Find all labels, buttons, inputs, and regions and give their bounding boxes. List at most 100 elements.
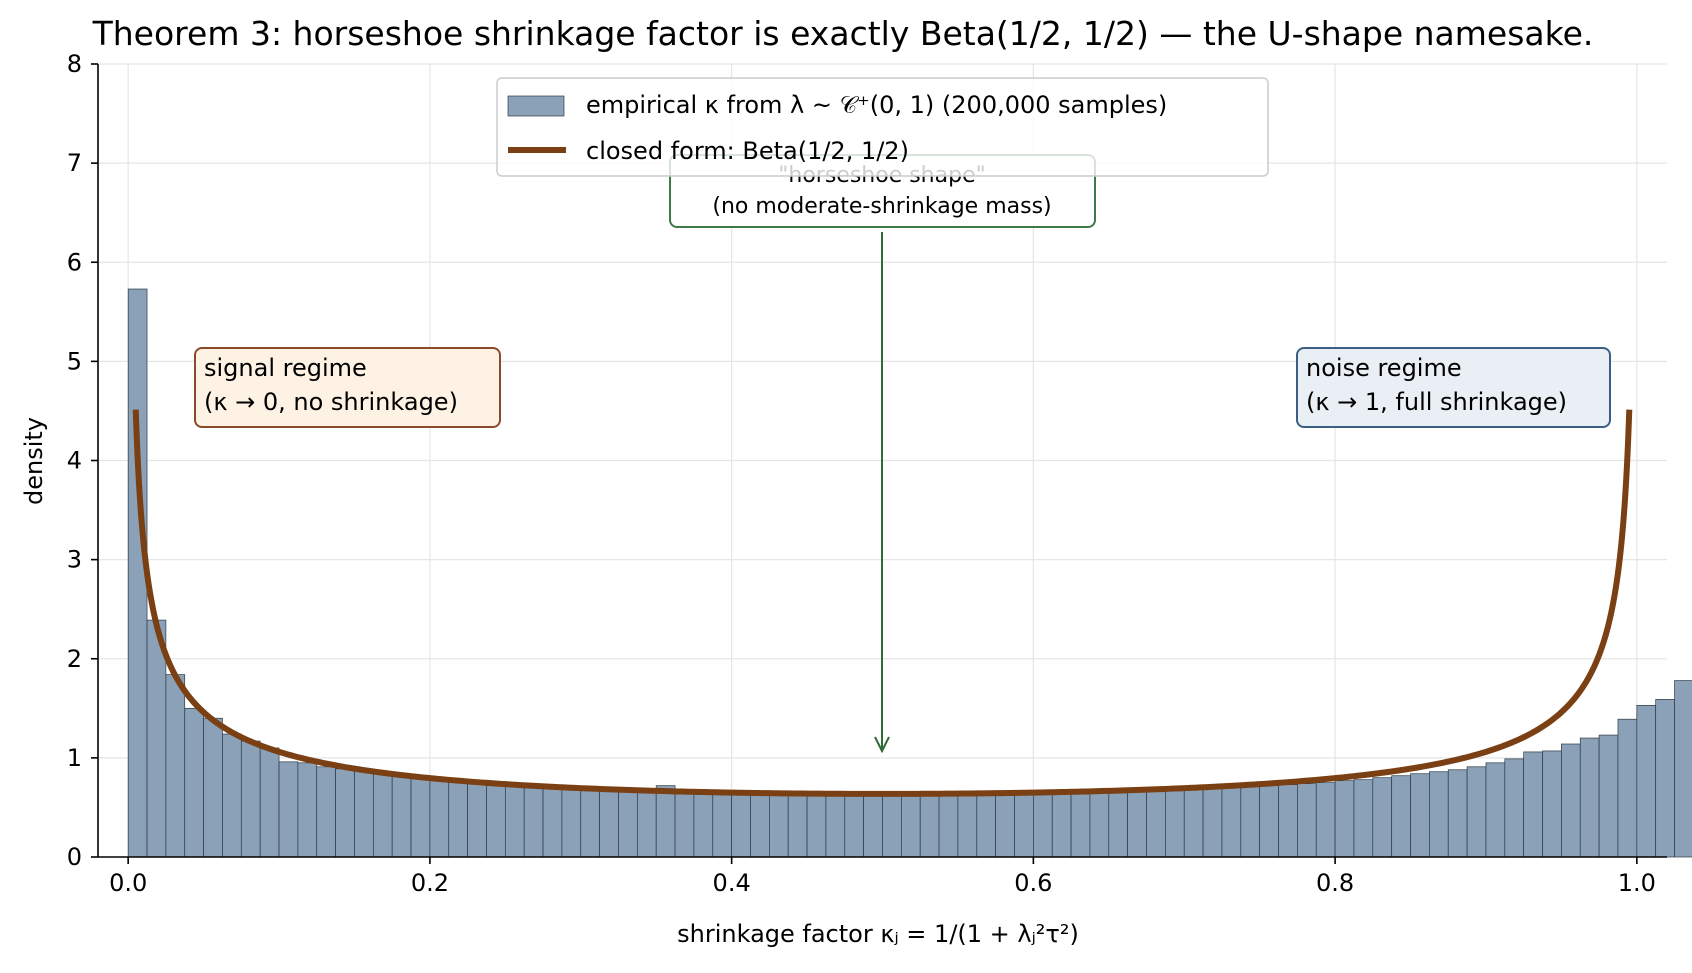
histogram-bar (1372, 777, 1393, 858)
histogram-bar (184, 707, 204, 858)
legend-label-histogram: empirical κ from λ ~ 𝒞⁺(0, 1) (200,000 s… (586, 91, 1167, 119)
beta-density-curve (132, 406, 1633, 797)
x-axis-label: shrinkage factor κⱼ = 1/(1 + λⱼ²τ²) (677, 920, 1079, 948)
histogram-bar (1070, 792, 1091, 858)
histogram-bar (1579, 737, 1600, 858)
x-tick-label: 1.0 (1618, 869, 1656, 897)
histogram-bar (1278, 784, 1298, 858)
histogram-bar (1353, 779, 1374, 858)
histogram-bar (919, 793, 940, 858)
histogram-bar (693, 791, 714, 858)
histogram-bar (618, 789, 638, 858)
noise-regime-annotation: noise regime (κ → 1, full shrinkage) (1296, 347, 1611, 428)
horseshoe-arrowhead (874, 736, 890, 754)
histogram-bar (297, 762, 318, 858)
legend-label-curve: closed form: Beta(1/2, 1/2) (586, 137, 909, 165)
histogram-bar (1334, 780, 1355, 858)
chart-title: Theorem 3: horseshoe shrinkage factor is… (92, 14, 1594, 53)
histogram-bar (1297, 783, 1317, 858)
histogram-bar (1485, 762, 1506, 858)
histogram-bar (882, 793, 902, 858)
histogram-bar (731, 792, 751, 858)
y-tick-label: 6 (67, 248, 82, 276)
histogram-bar (1165, 789, 1185, 858)
y-tick-label: 8 (67, 50, 82, 78)
histogram-bar (995, 793, 1015, 858)
histogram-bar (901, 793, 921, 858)
histogram-bar (240, 740, 261, 858)
histogram-bar (1466, 766, 1487, 858)
histogram-bar (599, 788, 619, 858)
histogram-bar (1315, 782, 1336, 858)
histogram-bar (165, 674, 186, 858)
histogram-bar (1146, 790, 1166, 858)
histogram-bar (863, 793, 883, 858)
histogram-bar (1504, 758, 1525, 858)
x-tick-label: 0.2 (411, 869, 449, 897)
histogram-bar (561, 786, 582, 858)
horseshoe-line-2: (no moderate-shrinkage mass) (712, 194, 1051, 219)
histogram-bar (448, 780, 468, 858)
histogram-bar (222, 733, 242, 858)
histogram-bar (1598, 734, 1619, 858)
signal-regime-annotation: signal regime (κ → 0, no shrinkage) (194, 347, 501, 428)
y-tick-label: 5 (67, 347, 82, 375)
y-tick-label: 3 (67, 546, 82, 574)
noise-regime-box (1296, 347, 1611, 428)
histogram-bar (825, 793, 846, 858)
histogram-bar (467, 780, 487, 858)
histogram-bar (1391, 775, 1411, 858)
histogram-bar (1617, 718, 1638, 858)
histogram-bar (335, 768, 355, 858)
histogram-bar (1089, 791, 1110, 858)
histogram-bar (976, 793, 996, 858)
horseshoe-annotation: "horseshoe shape" (no moderate-shrinkage… (669, 154, 1096, 754)
histogram-bar (523, 784, 544, 858)
x-ticks: 0.0 0.2 0.4 0.6 0.8 1.0 (109, 857, 1656, 897)
noise-regime-line-2: (κ → 1, full shrinkage) (1306, 388, 1567, 416)
histogram-bar (806, 793, 827, 858)
signal-regime-line-2: (κ → 0, no shrinkage) (204, 388, 458, 416)
histogram-bar (1429, 771, 1449, 858)
histogram-bar (372, 771, 393, 858)
histogram-bars (127, 288, 1692, 858)
y-tick-label: 4 (67, 447, 82, 475)
legend-swatch-histogram (507, 95, 565, 117)
histogram-bar (1240, 786, 1261, 858)
histogram-bar (504, 783, 525, 858)
histogram-bar (1051, 792, 1072, 858)
histogram-bar (1410, 773, 1430, 858)
histogram-bar (1202, 788, 1223, 858)
histogram-bar (712, 791, 732, 858)
noise-regime-line-1: noise regime (1306, 354, 1462, 382)
x-tick-label: 0.0 (109, 869, 147, 897)
histogram-bar (957, 793, 978, 858)
histogram-bar (354, 768, 374, 858)
x-tick-label: 0.6 (1014, 869, 1052, 897)
histogram-bar (1221, 787, 1242, 858)
histogram-bar (636, 788, 657, 858)
histogram-bar (1674, 680, 1692, 858)
histogram-bar (391, 775, 412, 858)
histogram-bar (410, 776, 431, 858)
histogram-bar (1636, 704, 1657, 858)
histogram-bar (938, 793, 959, 858)
histogram-bar (203, 717, 223, 858)
y-tick-label: 1 (67, 744, 82, 772)
histogram-bar (844, 793, 864, 858)
histogram-bar (486, 782, 506, 858)
histogram-bar (1108, 791, 1129, 858)
y-tick-label: 2 (67, 645, 82, 673)
legend-frame (496, 77, 1269, 177)
histogram-bar (674, 790, 695, 858)
histogram-bar (769, 792, 789, 858)
histogram-bar (1542, 750, 1562, 858)
histogram-bar (750, 792, 770, 858)
histogram-bar (1183, 788, 1204, 858)
histogram-bar (1259, 785, 1279, 858)
y-tick-label: 7 (67, 149, 82, 177)
histogram-bar (1523, 751, 1543, 858)
histogram-bar (542, 785, 563, 858)
histogram-bar (787, 792, 808, 858)
